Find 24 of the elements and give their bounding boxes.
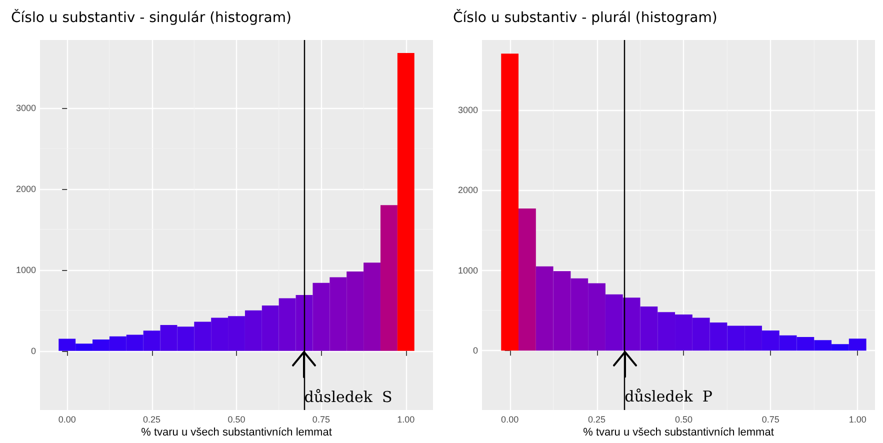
y-tick-label: 1000 <box>458 265 478 276</box>
y-tick-label: 2000 <box>458 185 478 196</box>
y-tick-label: 2000 <box>16 184 36 194</box>
y-tick-label: 3000 <box>16 103 36 114</box>
y-tick-label: 3000 <box>458 104 478 115</box>
x-axis-title: % tvaru u všech substantivních lemmat <box>141 426 332 438</box>
x-tick-label: 0.00 <box>58 414 76 424</box>
x-axis-title: % tvaru u všech substantivních lemmat <box>583 426 774 438</box>
chart-title: Číslo u substantiv - singulár (histogram) <box>11 9 292 26</box>
annotation: důsledek S <box>304 388 392 406</box>
x-tick-label: 0.50 <box>674 414 692 424</box>
x-tick-label: 0.25 <box>588 414 606 424</box>
y-tick-label: 1000 <box>16 264 36 275</box>
x-tick-label: 1.00 <box>848 414 866 424</box>
chart-title: Číslo u substantiv - plurál (histogram) <box>453 9 718 26</box>
x-tick-label: 0.25 <box>143 414 161 424</box>
x-tick-label: 1.00 <box>397 414 415 424</box>
x-tick-label: 0.50 <box>228 414 246 424</box>
annotation: důsledek P <box>624 387 712 406</box>
y-tick-label: 0 <box>472 346 478 356</box>
x-tick-label: 0.00 <box>501 414 519 424</box>
x-tick-label: 0.75 <box>762 414 780 424</box>
x-tick-label: 0.75 <box>312 414 330 424</box>
y-tick-label: 0 <box>30 346 36 356</box>
